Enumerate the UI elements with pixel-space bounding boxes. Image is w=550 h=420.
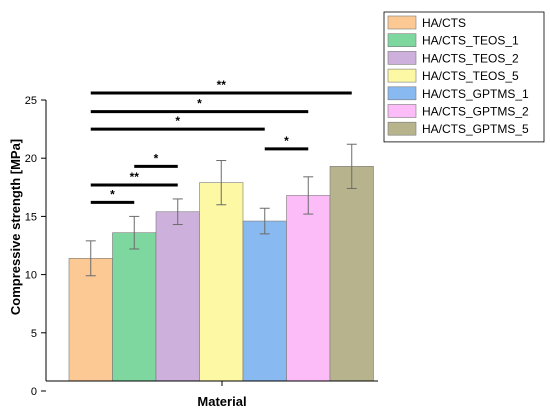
bar-7 [329,166,374,382]
bar-6 [286,195,331,382]
legend-swatch-2 [387,33,417,48]
bar-2 [112,232,157,382]
significance-label-5: * [197,97,202,111]
significance-layer: ********* [90,78,352,204]
legend-label-4: HA/CTS_TEOS_5 [422,69,519,83]
y-tick-label-3: 10 [25,270,37,282]
error-bars-layer [85,143,357,277]
legend-label-1: HA/CTS [422,16,466,30]
legend-swatch-3 [387,51,417,65]
legend-swatch-1 [387,15,417,30]
y-tick-label-5: 20 [25,153,37,165]
y-tick-label-1: 0 [31,386,37,398]
significance-label-7: * [284,134,289,148]
legend-label-2: HA/CTS_TEOS_1 [422,34,519,48]
legend-swatch-4 [387,68,417,83]
y-axis-label: Compressive strength [MPa] [8,139,23,315]
significance-label-3: * [154,151,159,165]
significance-label-2: ** [130,170,140,184]
legend-swatch-6 [387,104,417,118]
x-axis-label: Material [197,394,246,409]
legend-label-3: HA/CTS_TEOS_2 [422,51,519,65]
bar-4 [199,182,244,382]
legend-label-5: HA/CTS_GPTMS_1 [422,87,529,101]
legend-swatch-7 [387,121,417,136]
bar-5 [242,220,287,382]
significance-label-4: * [175,114,180,128]
axes-layer: 0 5 10 15 20 25 [25,95,378,398]
legend-label-6: HA/CTS_GPTMS_2 [422,105,529,119]
y-tick-label-2: 5 [31,328,37,340]
significance-label-6: ** [217,78,227,92]
legend-label-7: HA/CTS_GPTMS_5 [422,122,529,136]
significance-label-1: * [110,187,115,201]
legend: HA/CTS HA/CTS_TEOS_1 HA/CTS_TEOS_2 HA/CTS_T… [383,11,545,143]
bar-1 [68,258,113,382]
bars-layer [68,166,374,382]
y-tick-label-6: 25 [25,95,37,107]
legend-swatch-5 [387,86,417,101]
bar-3 [155,211,200,382]
y-tick-label-4: 15 [25,211,37,223]
